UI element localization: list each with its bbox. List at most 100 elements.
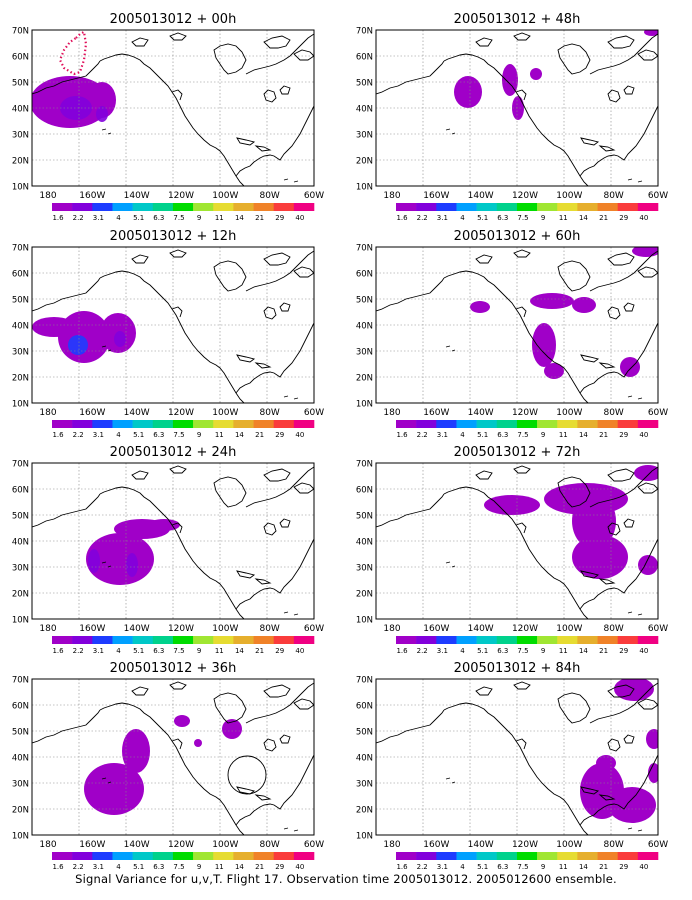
colorbar-label: 11 (215, 431, 224, 439)
colorbar-swatch (172, 203, 194, 211)
longitude-label: 160W (79, 624, 105, 634)
longitude-label: 160W (423, 840, 449, 850)
colorbar-swatch (112, 636, 133, 644)
map-panel: 2005013012 + 12h 70N 60N 50N 40N 30N 20N 10N 180… (12, 229, 324, 439)
latitude-label: 40N (12, 754, 29, 764)
colorbar-swatch (213, 203, 234, 211)
colorbar-label: 21 (599, 431, 608, 439)
colorbar-label: 40 (639, 431, 648, 439)
colorbar-swatch (293, 420, 315, 428)
colorbar-label: 5.1 (133, 214, 144, 222)
map-panel: 2005013012 + 36h 70N 60N 50N 40N 30N 20N 10N 180… (12, 661, 324, 871)
signal-variance-region (572, 535, 628, 579)
latitude-label: 30N (12, 780, 29, 790)
colorbar-label: 2.2 (417, 431, 428, 439)
colorbar-swatch (213, 852, 234, 860)
colorbar-swatch (253, 636, 274, 644)
panel-title: 2005013012 + 36h (110, 661, 237, 676)
colorbar-label: 11 (559, 431, 568, 439)
colorbar-swatch (597, 636, 618, 644)
longitude-label: 100W (556, 408, 582, 418)
longitude-label: 180 (39, 624, 56, 634)
longitude-label: 120W (512, 840, 538, 850)
panel-title: 2005013012 + 72h (454, 445, 581, 460)
colorbar-label: 6.3 (497, 647, 508, 655)
colorbar-label: 6.3 (153, 863, 164, 871)
colorbar-swatch (496, 203, 518, 211)
colorbar-label: 2.2 (73, 431, 84, 439)
longitude-label: 180 (383, 191, 400, 201)
colorbar-label: 4 (460, 214, 465, 222)
colorbar-swatch (416, 852, 437, 860)
colorbar-label: 40 (639, 647, 648, 655)
signal-variance-region (86, 533, 154, 585)
colorbar-label: 2.2 (417, 214, 428, 222)
colorbar-swatch (92, 420, 113, 428)
flight-track (58, 30, 88, 76)
signal-variance-region (608, 787, 656, 823)
latitude-label: 50N (12, 728, 29, 738)
colorbar-swatch (72, 636, 93, 644)
longitude-label: 120W (168, 840, 194, 850)
colorbar-label: 29 (275, 214, 284, 222)
colorbar-label: 7.5 (517, 647, 528, 655)
colorbar-swatch (112, 420, 133, 428)
map-panel: 2005013012 + 84h 70N 60N 50N 40N 30N 20N 10N 180… (356, 661, 668, 871)
colorbar-swatch (557, 852, 578, 860)
colorbar-swatch (72, 852, 93, 860)
latitude-label: 40N (356, 754, 373, 764)
latitude-label: 50N (356, 296, 373, 306)
colorbar-swatch (253, 203, 274, 211)
colorbar-label: 14 (579, 431, 588, 439)
latitude-label: 10N (12, 832, 29, 842)
longitude-label: 140W (124, 408, 150, 418)
colorbar-label: 2.2 (73, 863, 84, 871)
colorbar-swatch (132, 203, 154, 211)
colorbar-swatch (557, 636, 578, 644)
latitude-label: 20N (356, 157, 373, 167)
colorbar-label: 5.1 (477, 214, 488, 222)
longitude-label: 180 (39, 408, 56, 418)
colorbar-label: 9 (197, 431, 201, 439)
colorbar-swatch (476, 636, 498, 644)
signal-variance-region (596, 755, 616, 771)
longitude-label: 60W (304, 191, 324, 201)
latitude-label: 40N (12, 105, 29, 115)
signal-variance-region (222, 719, 242, 739)
longitude-label: 80W (259, 624, 279, 634)
colorbar-label: 21 (255, 647, 264, 655)
colorbar-label: 7.5 (173, 863, 184, 871)
colorbar-label: 7.5 (173, 431, 184, 439)
colorbar-swatch (516, 852, 538, 860)
signal-variance-region (648, 763, 658, 783)
signal-variance-region (512, 96, 524, 120)
colorbar-swatch (52, 420, 73, 428)
latitude-label: 70N (12, 460, 29, 470)
map-panel: 2005013012 + 48h 70N 60N 50N 40N 30N 20N 10N 180… (356, 12, 668, 222)
map-panel: 2005013012 + 00h 70N 60N 50N 40N 30N 20N 10N 180… (12, 12, 324, 222)
longitude-label: 100W (556, 624, 582, 634)
colorbar-swatch (416, 203, 437, 211)
signal-variance-region (572, 297, 596, 313)
longitude-label: 160W (423, 191, 449, 201)
longitude-label: 60W (648, 840, 668, 850)
colorbar-label: 40 (295, 431, 304, 439)
coastline (32, 465, 314, 619)
colorbar-label: 5.1 (477, 647, 488, 655)
latitude-label: 20N (12, 590, 29, 600)
latitude-label: 10N (12, 616, 29, 626)
colorbar-label: 1.6 (52, 647, 64, 655)
latitude-label: 60N (12, 702, 29, 712)
signal-variance-region (194, 739, 202, 747)
colorbar-label: 5.1 (133, 431, 144, 439)
panel-title: 2005013012 + 60h (454, 229, 581, 244)
colorbar-label: 4 (460, 431, 465, 439)
colorbar-label: 3.1 (437, 214, 448, 222)
latitude-label: 70N (12, 27, 29, 37)
colorbar-swatch (52, 203, 73, 211)
longitude-label: 120W (168, 408, 194, 418)
colorbar-label: 14 (235, 214, 244, 222)
longitude-label: 140W (124, 624, 150, 634)
latitude-label: 70N (356, 27, 373, 37)
